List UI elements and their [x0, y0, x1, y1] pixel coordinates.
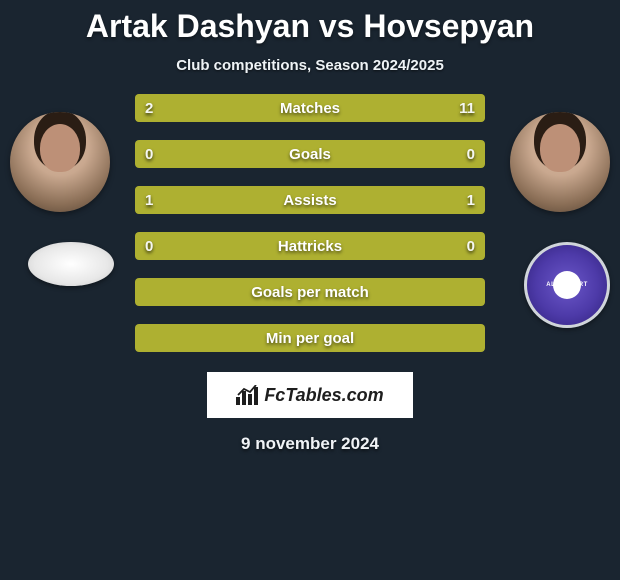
stat-row: 0 Hattricks 0 — [135, 232, 485, 260]
bar-fill-left — [135, 94, 189, 122]
page-title: Artak Dashyan vs Hovsepyan — [0, 8, 620, 45]
club-right-badge: ALASHKERT — [524, 242, 610, 328]
stat-label: Goals per match — [251, 284, 369, 301]
watermark-text: FcTables.com — [264, 385, 383, 406]
stat-label: Assists — [283, 192, 336, 209]
stat-value-right: 1 — [467, 192, 475, 209]
club-right-label: ALASHKERT — [546, 282, 588, 288]
player-left-avatar — [10, 112, 110, 212]
stat-label: Goals — [289, 146, 331, 163]
comparison-card: Artak Dashyan vs Hovsepyan Club competit… — [0, 0, 620, 580]
stat-label: Min per goal — [266, 330, 354, 347]
chart-icon — [236, 385, 258, 405]
stat-row: 2 Matches 11 — [135, 94, 485, 122]
stat-value-right: 11 — [459, 100, 475, 117]
stat-value-left: 1 — [145, 192, 153, 209]
season-subtitle: Club competitions, Season 2024/2025 — [0, 57, 620, 74]
club-left-badge — [28, 242, 114, 286]
stat-row: Goals per match — [135, 278, 485, 306]
stat-value-left: 0 — [145, 238, 153, 255]
footer-date: 9 november 2024 — [0, 434, 620, 454]
stat-row: 1 Assists 1 — [135, 186, 485, 214]
player-right-avatar — [510, 112, 610, 212]
stat-label: Hattricks — [278, 238, 342, 255]
stat-bars: 2 Matches 11 0 Goals 0 1 Assists 1 0 Hattricks 0 Goa… — [135, 94, 485, 352]
stat-value-left: 0 — [145, 146, 153, 163]
stats-area: ALASHKERT 2 Matches 11 0 Goals 0 1 Assists 1 0 Hat… — [0, 94, 620, 352]
watermark: FcTables.com — [207, 372, 413, 418]
stat-row: 0 Goals 0 — [135, 140, 485, 168]
stat-row: Min per goal — [135, 324, 485, 352]
stat-value-right: 0 — [467, 238, 475, 255]
stat-value-right: 0 — [467, 146, 475, 163]
stat-label: Matches — [280, 100, 340, 117]
stat-value-left: 2 — [145, 100, 153, 117]
